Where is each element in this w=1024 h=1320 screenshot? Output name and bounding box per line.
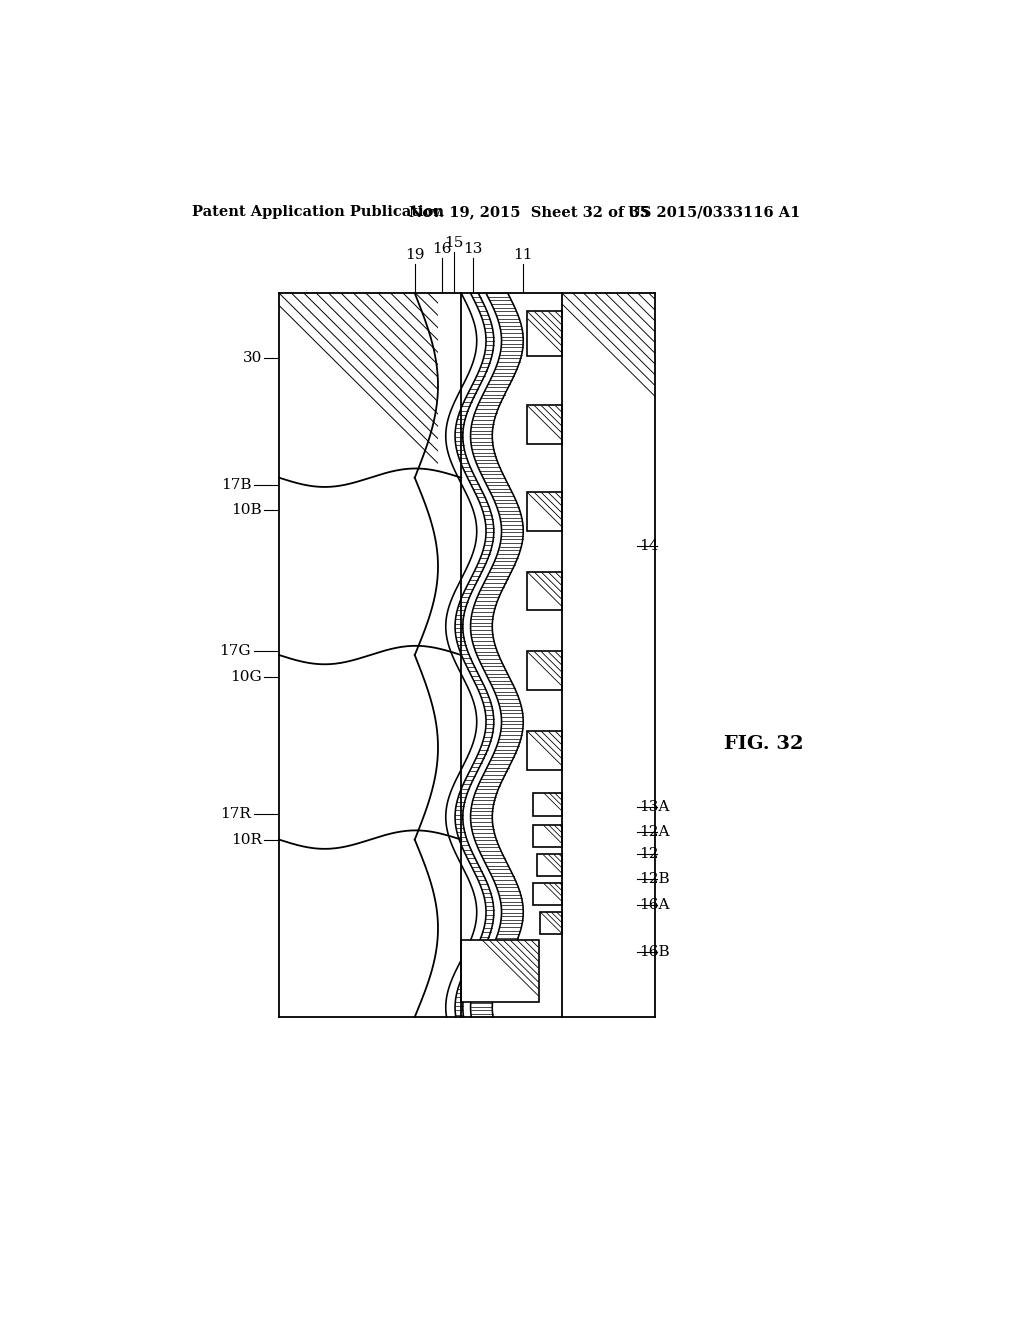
Bar <box>527 572 562 610</box>
Text: 17R: 17R <box>220 808 251 821</box>
Bar <box>532 883 562 904</box>
Text: 13A: 13A <box>640 800 670 814</box>
Bar <box>541 912 562 933</box>
Text: US 2015/0333116 A1: US 2015/0333116 A1 <box>628 206 800 219</box>
Bar <box>538 854 562 875</box>
Text: 11: 11 <box>513 248 534 263</box>
Text: 10G: 10G <box>230 669 262 684</box>
Bar <box>532 825 562 846</box>
Bar <box>527 652 562 690</box>
Bar <box>527 731 562 770</box>
Bar <box>438 293 562 1016</box>
Text: 17G: 17G <box>219 644 251 659</box>
Text: 16: 16 <box>432 242 452 256</box>
Text: 19: 19 <box>406 248 425 263</box>
Text: Nov. 19, 2015  Sheet 32 of 35: Nov. 19, 2015 Sheet 32 of 35 <box>409 206 649 219</box>
Bar <box>532 792 562 816</box>
Bar <box>461 940 539 1002</box>
Text: FIG. 32: FIG. 32 <box>724 735 803 752</box>
Text: 10B: 10B <box>231 503 262 517</box>
Text: 12B: 12B <box>640 873 670 887</box>
Text: Patent Application Publication: Patent Application Publication <box>191 206 443 219</box>
Text: 15: 15 <box>443 236 463 249</box>
Polygon shape <box>471 293 523 1016</box>
Text: 12A: 12A <box>640 825 670 840</box>
Text: 10R: 10R <box>231 833 262 846</box>
Bar <box>527 312 562 356</box>
Text: 12: 12 <box>640 847 659 861</box>
Bar <box>527 492 562 531</box>
Text: 16B: 16B <box>640 945 670 958</box>
Text: 14: 14 <box>640 540 659 553</box>
Text: 13: 13 <box>463 242 482 256</box>
Bar <box>527 405 562 444</box>
Bar <box>562 293 655 1016</box>
Text: 30: 30 <box>243 351 262 366</box>
Polygon shape <box>455 293 494 1016</box>
Text: 16A: 16A <box>640 898 670 912</box>
Bar <box>280 293 461 1016</box>
Bar <box>508 293 562 1016</box>
Text: 17B: 17B <box>221 478 251 492</box>
